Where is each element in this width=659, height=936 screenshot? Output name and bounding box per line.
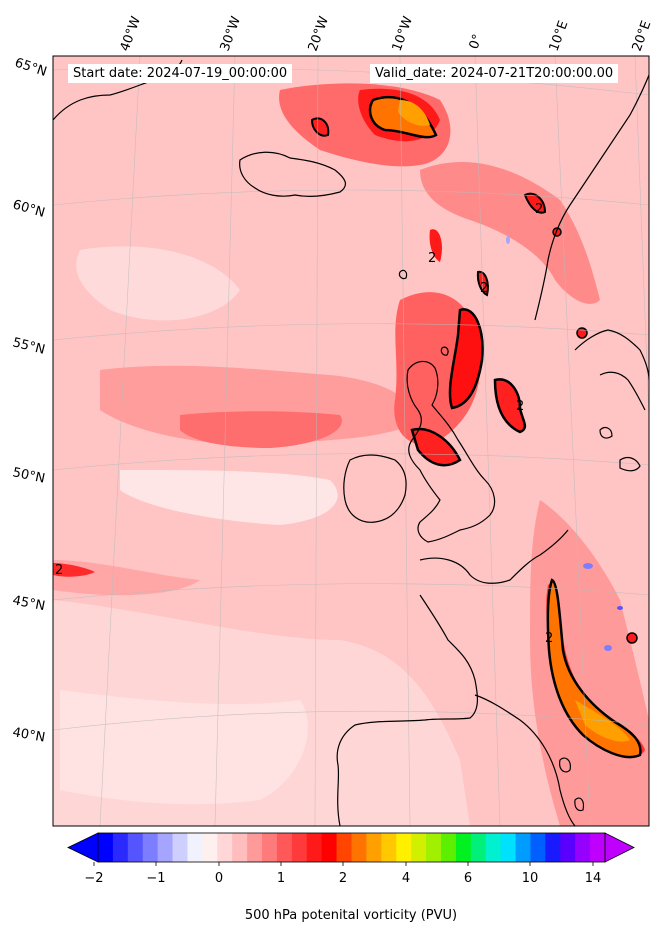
colorbar (67, 832, 635, 863)
colorbar-tick-label: −2 (84, 871, 103, 886)
lon-label: 20°E (630, 19, 655, 54)
colorbar-segment (515, 833, 531, 862)
colorbar-segment (217, 833, 233, 862)
colorbar-segment (590, 833, 606, 862)
field-north-max (398, 100, 430, 126)
colorbar-segment (306, 833, 323, 862)
lat-label: 50°N (11, 465, 46, 486)
field-light-nw (76, 246, 240, 321)
field-west-core (53, 563, 95, 577)
colorbar-segment (530, 833, 546, 862)
negative-speck (506, 236, 510, 244)
colorbar-tick-label: −1 (146, 871, 165, 886)
colorbar-frame (97, 832, 606, 863)
field-pale-south (60, 690, 308, 805)
colorbar-segment (157, 833, 174, 862)
field-uk-core (448, 308, 484, 410)
contour-label: 2 (55, 563, 63, 578)
colorbar-tick-label: 0 (215, 871, 223, 886)
field-band-west (53, 560, 200, 596)
colorbar-segment (187, 833, 203, 862)
field-faroe-core (429, 229, 442, 262)
field-norway-core (523, 192, 547, 214)
colorbar-tick-label: 10 (522, 871, 539, 886)
start-date-label: Start date: 2024-07-19_00:00:00 (68, 64, 293, 83)
lat-label: 65°N (13, 56, 49, 80)
lon-label: 0° (467, 32, 486, 51)
colorbar-segment (336, 833, 352, 862)
lon-labels: 40°W 30°W 20°W 10°W 0° 10°E 20°E (118, 14, 655, 53)
contour-label: 2 (545, 631, 553, 646)
colorbar-extend-low (67, 832, 99, 863)
colorbar-segment (411, 833, 427, 862)
lon-label: 10°E (547, 19, 572, 54)
colorbar-segment (500, 833, 517, 862)
lon-label: 10°W (390, 14, 416, 53)
negative-speck (617, 606, 623, 610)
lat-label: 60°N (11, 197, 47, 220)
contour-label: 2 (480, 281, 488, 296)
colorbar-segment (247, 833, 263, 862)
valid-date-label: Valid_date: 2024-07-21T20:00:00.00 (370, 64, 619, 83)
vorticity-field (53, 56, 649, 826)
field-trough-peak (546, 578, 642, 759)
map-frame (52, 55, 650, 827)
field-small-core (576, 327, 588, 339)
colorbar-segment (426, 833, 442, 862)
lat-label: 55°N (11, 335, 46, 357)
lon-label: 30°W (218, 14, 244, 53)
lat-labels: 65°N 60°N 55°N 50°N 45°N 40°N (11, 56, 49, 746)
negative-speck (604, 645, 612, 651)
colorbar-tick-label: 4 (402, 871, 410, 886)
colorbar-tick-label: 14 (585, 871, 602, 886)
lon-label: 40°W (118, 14, 144, 53)
contour-label: 2 (516, 399, 524, 414)
contour-label: 2 (428, 251, 436, 266)
colorbar-segment (142, 833, 159, 862)
field-norway-band (420, 161, 600, 304)
colorbar-extend-high (604, 832, 635, 863)
colorbar-segment (262, 833, 278, 862)
colorbar-segment (321, 833, 338, 862)
colorbar-segment (112, 833, 129, 862)
colorbar-segment (485, 833, 502, 862)
contour-label: 2 (535, 202, 543, 217)
colorbar-ticks: −2 −1 0 1 2 4 6 10 14 (84, 862, 601, 886)
colorbar-segment (202, 833, 218, 862)
field-north-sea-core (493, 378, 527, 434)
colorbar-tick-label: 1 (277, 871, 285, 886)
colorbar-segment (232, 833, 248, 862)
colorbar-tick-label: 2 (339, 871, 347, 886)
colorbar-segment (127, 833, 144, 862)
colorbar-segment (366, 833, 382, 862)
field-wales-core (410, 427, 462, 467)
lat-label: 45°N (11, 593, 46, 614)
colorbar-segment (381, 833, 397, 862)
negative-speck (583, 563, 593, 569)
colorbar-segment (276, 833, 293, 862)
field-pale-band (120, 470, 338, 525)
field-greenland-core (310, 117, 330, 137)
colorbar-segment (560, 833, 576, 862)
field-band-core (180, 411, 342, 448)
colorbar-segment (575, 833, 591, 862)
colorbar-segment (98, 833, 114, 862)
lon-label: 20°W (306, 14, 332, 53)
colorbar-segment (440, 833, 457, 862)
colorbar-segment (455, 833, 472, 862)
contour-labels: 2 2 2 2 2 2 (55, 202, 553, 646)
lat-label: 40°N (11, 725, 46, 745)
field-small-core (626, 632, 638, 644)
colorbar-segment (470, 833, 487, 862)
colorbar-label: 500 hPa potenital vorticity (PVU) (245, 908, 457, 923)
field-shetland-core (476, 270, 489, 297)
colorbar-segment (545, 833, 561, 862)
colorbar-segment (396, 833, 412, 862)
colorbar-tick-label: 6 (464, 871, 472, 886)
colorbar-segment (291, 833, 308, 862)
colorbar-segment (172, 833, 188, 862)
colorbar-segment (351, 833, 367, 862)
